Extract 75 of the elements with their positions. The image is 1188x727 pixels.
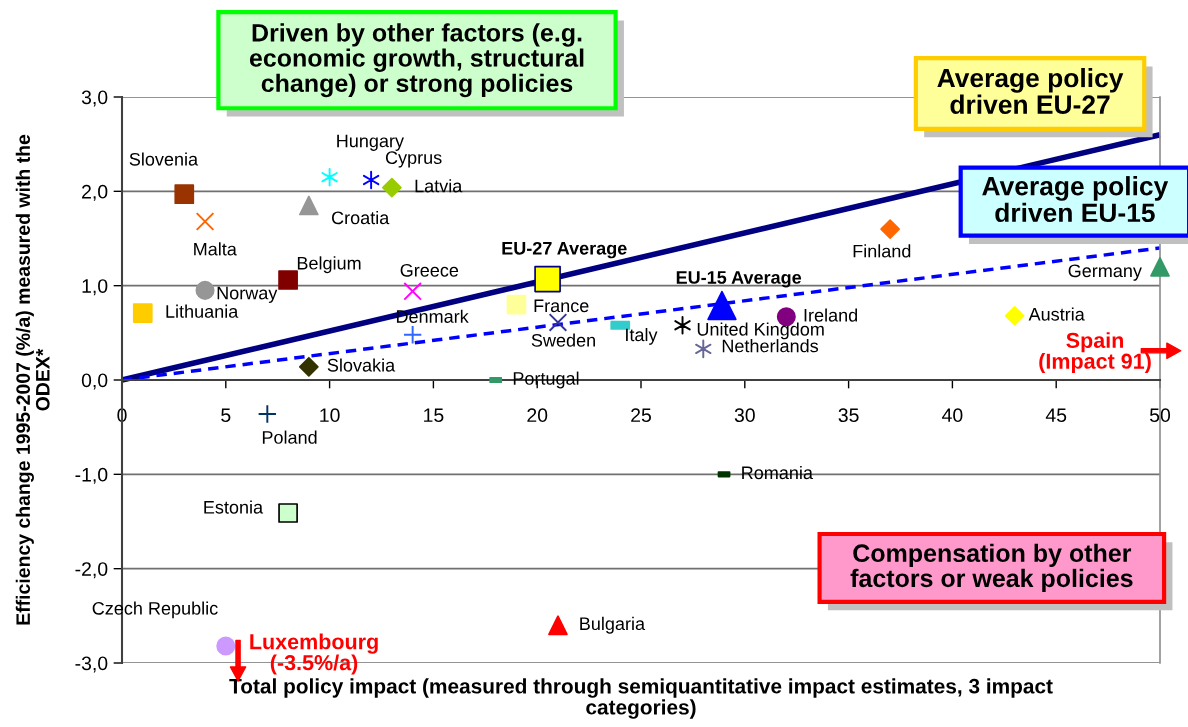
series-label: Netherlands <box>722 339 819 353</box>
series-label: Average policy driven EU-27 <box>937 67 1124 114</box>
series-label: United Kingdom <box>697 322 824 340</box>
point <box>257 404 277 424</box>
x-tick-label: 10 <box>320 408 340 423</box>
point <box>195 212 215 231</box>
annotation: Driven by other factors (e.g. economic growth, structural change) or strong policies <box>249 23 584 98</box>
series-label: Slovakia <box>327 358 396 372</box>
series-label: Hungary <box>337 134 404 151</box>
point <box>132 303 153 323</box>
x-tick-label: 40 <box>942 408 963 423</box>
point <box>707 290 737 321</box>
point <box>403 282 422 301</box>
series-label: Average policy driven EU-15 <box>982 176 1169 223</box>
point <box>382 177 402 198</box>
y-tick-label: 1,0 <box>82 279 108 296</box>
point <box>278 503 298 523</box>
series-label: Belgium <box>297 256 361 274</box>
series-label: Norway <box>217 286 278 303</box>
y-tick-label: 2,0 <box>82 184 108 201</box>
series-label: Croatia <box>331 210 390 225</box>
series-label: Lithuania <box>166 304 239 318</box>
y-tick-label: 3,0 <box>81 90 108 107</box>
x-tick-label: 15 <box>424 408 444 423</box>
x-tick-label: 5 <box>221 408 231 423</box>
y-axis-title: Efficiency change 1995-2007 (%/a) measured with the ODEX* <box>15 134 50 625</box>
y-tick-label: -3,0 <box>75 656 108 673</box>
y-tick-label: -2,0 <box>75 562 108 579</box>
x-tick-label: 20 <box>527 408 548 423</box>
point <box>321 167 338 187</box>
point <box>362 170 380 190</box>
point <box>1150 256 1170 277</box>
x-tick-label: 45 <box>1045 408 1067 423</box>
point <box>1004 305 1025 326</box>
x-axis-title: Total policy impact (measured through semiquantitative impact estimates, 3 impact categories) <box>229 678 1053 719</box>
point <box>402 325 423 345</box>
point <box>534 265 561 293</box>
point <box>216 636 236 656</box>
series-label: Latvia <box>415 179 463 193</box>
series-label: Malta <box>194 242 237 256</box>
series-label: Cyprus <box>385 151 442 168</box>
series-label: Austria <box>1028 307 1085 321</box>
x-tick-label: 35 <box>838 408 859 423</box>
point <box>695 339 712 359</box>
series-label: EU-27 Average <box>502 241 627 259</box>
point <box>278 270 298 290</box>
x-tick-label: 30 <box>734 408 755 423</box>
point <box>298 195 319 216</box>
point <box>174 184 195 205</box>
point <box>506 294 527 315</box>
point <box>880 219 900 239</box>
annotation: Luxembourg (-3.5%/a) <box>250 633 378 675</box>
y-tick-label: -1,0 <box>75 467 108 484</box>
series-label: Sweden <box>531 333 595 347</box>
series-label: Greece <box>400 263 459 277</box>
series-label: Finland <box>853 244 911 258</box>
point <box>548 313 568 332</box>
series-label: Bulgaria <box>580 616 646 634</box>
annotation: Compensation by other factors or weak policies <box>850 543 1133 593</box>
point <box>548 615 568 636</box>
series-label: EU-15 Average <box>676 271 802 288</box>
series-label: Ireland <box>804 308 858 322</box>
x-tick-label: 50 <box>1149 408 1171 423</box>
series-label: Denmark <box>396 309 469 323</box>
series-label: France <box>534 299 589 313</box>
x-tick-label: 25 <box>631 408 651 423</box>
series-label: Germany <box>1068 264 1142 281</box>
series-label: Italy <box>626 327 658 345</box>
point <box>298 356 319 377</box>
series-label: Slovenia <box>129 152 199 166</box>
annotation: Spain (Impact 91) <box>1039 332 1151 374</box>
series-label: Poland <box>262 430 317 444</box>
series-label: Estonia <box>204 500 264 514</box>
point <box>195 280 215 300</box>
y-tick-label: 0,0 <box>81 373 108 390</box>
